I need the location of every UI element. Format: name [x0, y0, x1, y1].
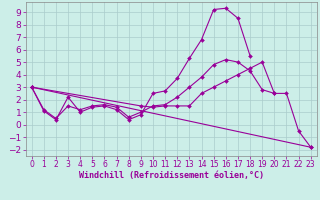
X-axis label: Windchill (Refroidissement éolien,°C): Windchill (Refroidissement éolien,°C) [79, 171, 264, 180]
